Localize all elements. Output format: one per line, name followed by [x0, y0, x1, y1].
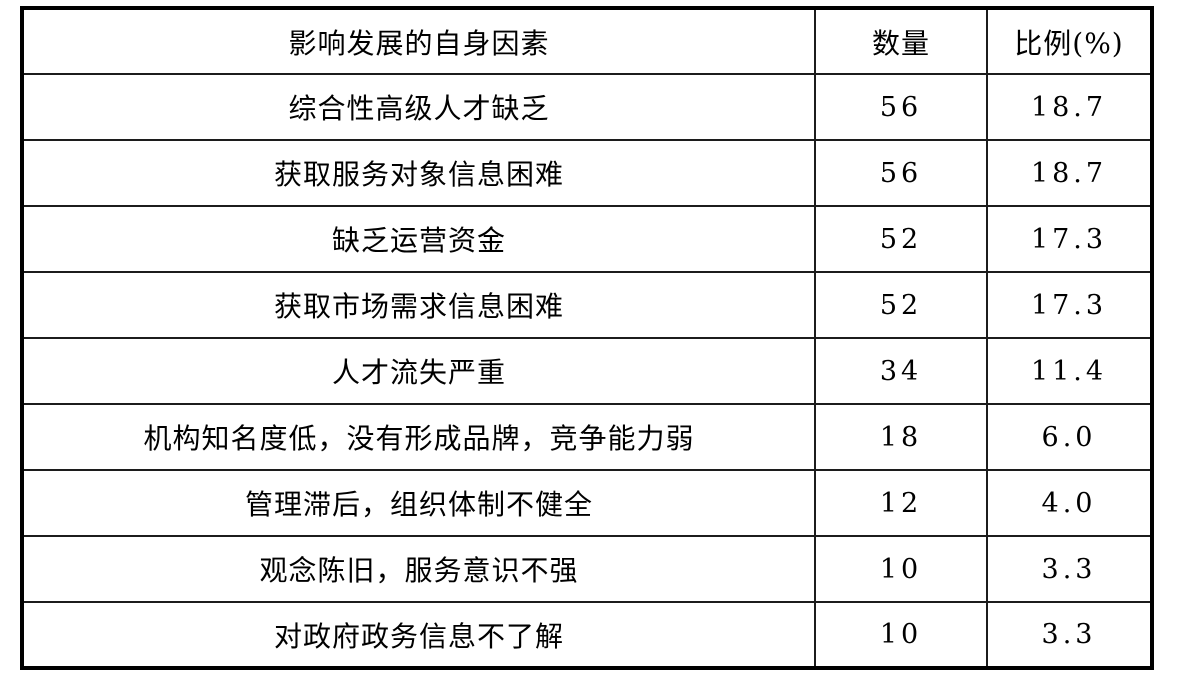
- table-row: 对政府政务信息不了解 10 3.3: [21, 601, 1153, 669]
- percent-cell: 17.3: [986, 205, 1153, 273]
- percent-cell: 3.3: [986, 601, 1153, 669]
- count-cell: 18: [814, 403, 988, 471]
- factor-cell: 观念陈旧，服务意识不强: [21, 535, 816, 603]
- table-row: 机构知名度低，没有形成品牌，竞争能力弱 18 6.0: [21, 403, 1153, 471]
- table-row: 人才流失严重 34 11.4: [21, 337, 1153, 405]
- table-header-row: 影响发展的自身因素 数量 比例(%): [21, 7, 1153, 75]
- count-cell: 56: [814, 73, 988, 141]
- table-row: 观念陈旧，服务意识不强 10 3.3: [21, 535, 1153, 603]
- col-header-factor: 影响发展的自身因素: [21, 7, 816, 75]
- factor-cell: 人才流失严重: [21, 337, 816, 405]
- count-cell: 12: [814, 469, 988, 537]
- percent-cell: 18.7: [986, 73, 1153, 141]
- percent-cell: 4.0: [986, 469, 1153, 537]
- factor-cell: 获取市场需求信息困难: [21, 271, 816, 339]
- table-row: 获取服务对象信息困难 56 18.7: [21, 139, 1153, 207]
- count-cell: 52: [814, 271, 988, 339]
- percent-cell: 17.3: [986, 271, 1153, 339]
- count-cell: 34: [814, 337, 988, 405]
- percent-cell: 3.3: [986, 535, 1153, 603]
- col-header-count: 数量: [814, 7, 988, 75]
- factor-cell: 缺乏运营资金: [21, 205, 816, 273]
- factor-cell: 综合性高级人才缺乏: [21, 73, 816, 141]
- percent-cell: 18.7: [986, 139, 1153, 207]
- table-row: 获取市场需求信息困难 52 17.3: [21, 271, 1153, 339]
- factors-table: 影响发展的自身因素 数量 比例(%) 综合性高级人才缺乏 56 18.7 获取服…: [20, 6, 1154, 670]
- factor-cell: 对政府政务信息不了解: [21, 601, 816, 669]
- count-cell: 10: [814, 601, 988, 669]
- factor-cell: 管理滞后，组织体制不健全: [21, 469, 816, 537]
- count-cell: 10: [814, 535, 988, 603]
- percent-cell: 11.4: [986, 337, 1153, 405]
- table-row: 综合性高级人才缺乏 56 18.7: [21, 73, 1153, 141]
- count-cell: 52: [814, 205, 988, 273]
- factor-cell: 获取服务对象信息困难: [21, 139, 816, 207]
- table-row: 管理滞后，组织体制不健全 12 4.0: [21, 469, 1153, 537]
- percent-cell: 6.0: [986, 403, 1153, 471]
- col-header-percent: 比例(%): [986, 7, 1153, 75]
- table-row: 缺乏运营资金 52 17.3: [21, 205, 1153, 273]
- count-cell: 56: [814, 139, 988, 207]
- factor-cell: 机构知名度低，没有形成品牌，竞争能力弱: [21, 403, 816, 471]
